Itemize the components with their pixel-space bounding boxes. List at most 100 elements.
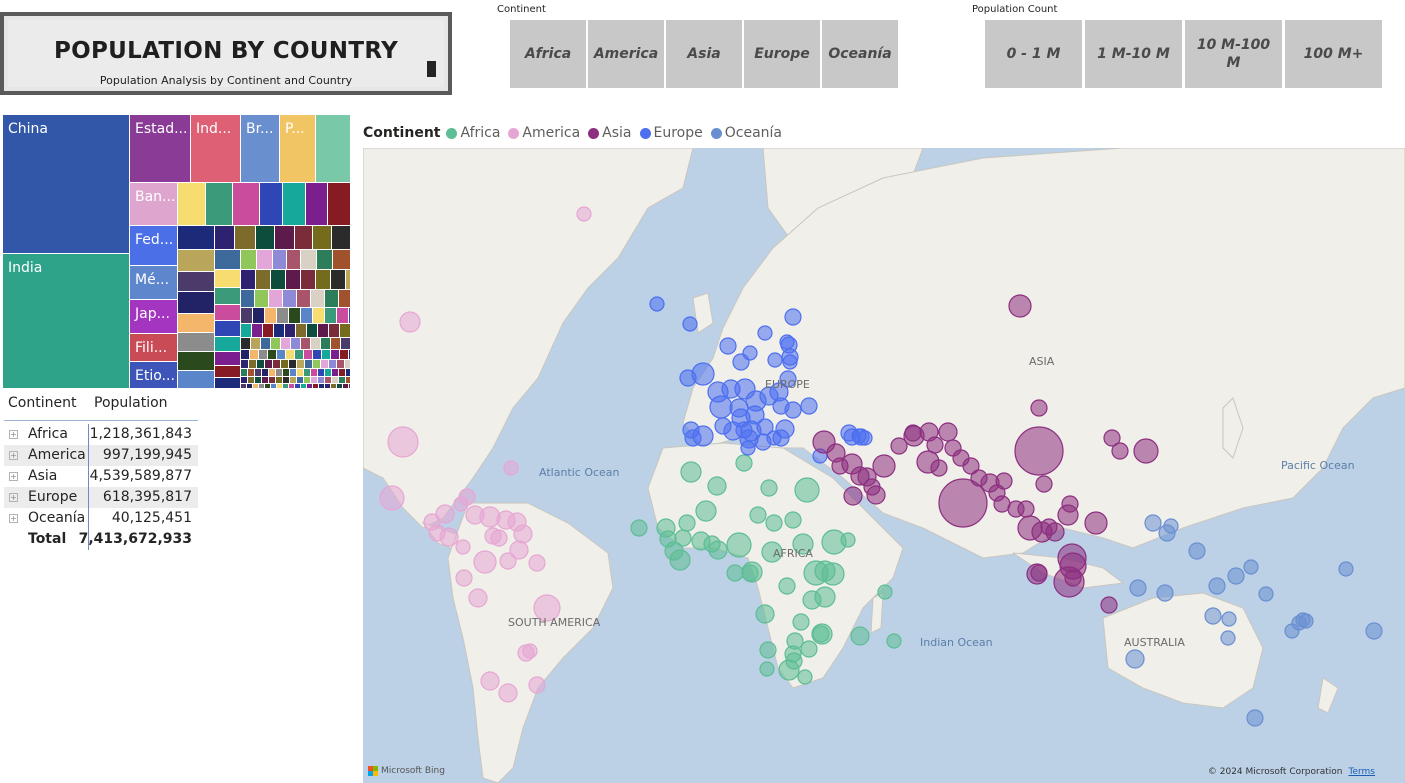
treemap-tile[interactable]	[290, 369, 297, 377]
treemap-tile[interactable]	[349, 384, 351, 389]
treemap-tile[interactable]	[178, 371, 215, 389]
map-bubble[interactable]	[1204, 607, 1222, 625]
treemap-tile-ethiopia[interactable]: Etio...	[130, 362, 178, 389]
matrix-header-population[interactable]: Population	[94, 395, 168, 411]
treemap-tile[interactable]	[349, 308, 351, 324]
treemap-tile[interactable]	[316, 270, 331, 290]
treemap-tile[interactable]	[301, 250, 317, 270]
treemap-tile[interactable]	[257, 360, 265, 369]
map-bubble[interactable]	[499, 552, 517, 570]
treemap-tile[interactable]	[313, 360, 321, 369]
expand-icon[interactable]: +	[9, 472, 18, 481]
treemap-tile[interactable]	[339, 377, 346, 384]
map-bubble[interactable]	[866, 485, 886, 505]
map-bubble[interactable]	[797, 669, 813, 685]
treemap-tile[interactable]	[265, 308, 277, 324]
treemap-tile-brazil[interactable]: Br...	[241, 115, 280, 183]
treemap-tile[interactable]	[241, 324, 252, 338]
map-bubble[interactable]	[938, 478, 988, 528]
world-bubble-map[interactable]: Atlantic Ocean Pacific Ocean Indian Ocea…	[363, 148, 1405, 783]
treemap-tile[interactable]	[262, 369, 269, 377]
treemap-tile[interactable]	[339, 290, 351, 308]
map-bubble[interactable]	[435, 504, 455, 524]
treemap-tile[interactable]	[273, 360, 281, 369]
treemap-tile[interactable]	[215, 352, 241, 366]
treemap-tile[interactable]	[178, 226, 215, 250]
map-bubble[interactable]	[779, 334, 795, 350]
treemap-tile[interactable]	[249, 360, 257, 369]
slicer-pop-10-100m[interactable]: 10 M-100 M	[1185, 20, 1282, 88]
treemap-tile[interactable]	[248, 369, 255, 377]
map-bubble[interactable]	[760, 479, 778, 497]
treemap-tile[interactable]	[256, 226, 275, 250]
slicer-continent-asia[interactable]: Asia	[666, 20, 742, 88]
map-bubble[interactable]	[1188, 542, 1206, 560]
treemap-tile-russia[interactable]: Fed...	[130, 226, 178, 266]
map-bubble[interactable]	[468, 588, 488, 608]
map-bubble[interactable]	[1045, 522, 1065, 542]
treemap-tile[interactable]	[307, 324, 318, 338]
treemap-tile[interactable]	[339, 369, 346, 377]
map-bubble[interactable]	[890, 437, 908, 455]
treemap-tile[interactable]	[215, 288, 241, 305]
treemap-tile[interactable]	[256, 270, 271, 290]
map-bubble[interactable]	[691, 362, 715, 386]
treemap-tile[interactable]	[233, 183, 260, 226]
treemap-tile[interactable]	[318, 369, 325, 377]
map-bubble[interactable]	[473, 550, 497, 574]
map-bubble[interactable]	[680, 461, 702, 483]
map-bubble[interactable]	[814, 586, 836, 608]
treemap-tile[interactable]	[329, 324, 340, 338]
map-bubble[interactable]	[455, 539, 471, 555]
map-bubble[interactable]	[886, 633, 902, 649]
treemap-tile[interactable]	[250, 350, 259, 360]
map-bubble[interactable]	[1156, 584, 1174, 602]
treemap-tile[interactable]	[283, 183, 306, 226]
treemap-tile[interactable]	[251, 338, 261, 350]
treemap-tile[interactable]	[317, 250, 333, 270]
treemap-tile-china[interactable]: China	[3, 115, 130, 254]
treemap-tile-usa[interactable]: Estad...	[130, 115, 191, 183]
treemap-tile[interactable]	[318, 377, 325, 384]
treemap-tile[interactable]	[321, 360, 329, 369]
treemap-tile[interactable]	[301, 270, 316, 290]
map-bubble[interactable]	[714, 417, 732, 435]
treemap-tile[interactable]	[304, 369, 311, 377]
treemap-tile[interactable]	[337, 308, 349, 324]
treemap-tile[interactable]	[241, 350, 250, 360]
map-bubble[interactable]	[630, 519, 648, 537]
map-bubble[interactable]	[1208, 577, 1226, 595]
treemap-tile[interactable]	[178, 333, 215, 352]
treemap-tile[interactable]	[276, 377, 283, 384]
treemap-tile[interactable]	[325, 290, 339, 308]
slicer-continent-africa[interactable]: Africa	[510, 20, 586, 88]
treemap-tile[interactable]	[305, 360, 313, 369]
treemap-tile[interactable]	[322, 350, 331, 360]
treemap-tile[interactable]	[346, 377, 351, 384]
treemap-tile[interactable]	[241, 290, 255, 308]
treemap-tile[interactable]	[255, 369, 262, 377]
map-bubble[interactable]	[1284, 623, 1300, 639]
slicer-continent-oceania[interactable]: Oceanía	[822, 20, 898, 88]
map-bubble[interactable]	[850, 626, 870, 646]
map-bubble[interactable]	[840, 532, 856, 548]
map-bubble[interactable]	[669, 549, 691, 571]
map-bubble[interactable]	[800, 640, 818, 658]
map-bubble[interactable]	[749, 506, 767, 524]
treemap-tile[interactable]	[269, 377, 276, 384]
treemap-tile[interactable]	[301, 384, 307, 389]
treemap-tile[interactable]	[269, 290, 283, 308]
map-bubble[interactable]	[1008, 294, 1032, 318]
treemap-tile[interactable]	[313, 308, 325, 324]
treemap-tile[interactable]	[306, 183, 328, 226]
map-bubble[interactable]	[439, 527, 459, 547]
treemap-tile-philippines[interactable]: Fili...	[130, 334, 178, 362]
map-bubble[interactable]	[695, 500, 717, 522]
map-bubble[interactable]	[453, 496, 469, 512]
treemap-tile[interactable]	[318, 324, 329, 338]
treemap-tile[interactable]	[281, 360, 289, 369]
map-bubble[interactable]	[740, 440, 756, 456]
expand-icon[interactable]: +	[9, 451, 18, 460]
treemap-tile[interactable]	[296, 324, 307, 338]
map-bubble[interactable]	[703, 535, 721, 553]
